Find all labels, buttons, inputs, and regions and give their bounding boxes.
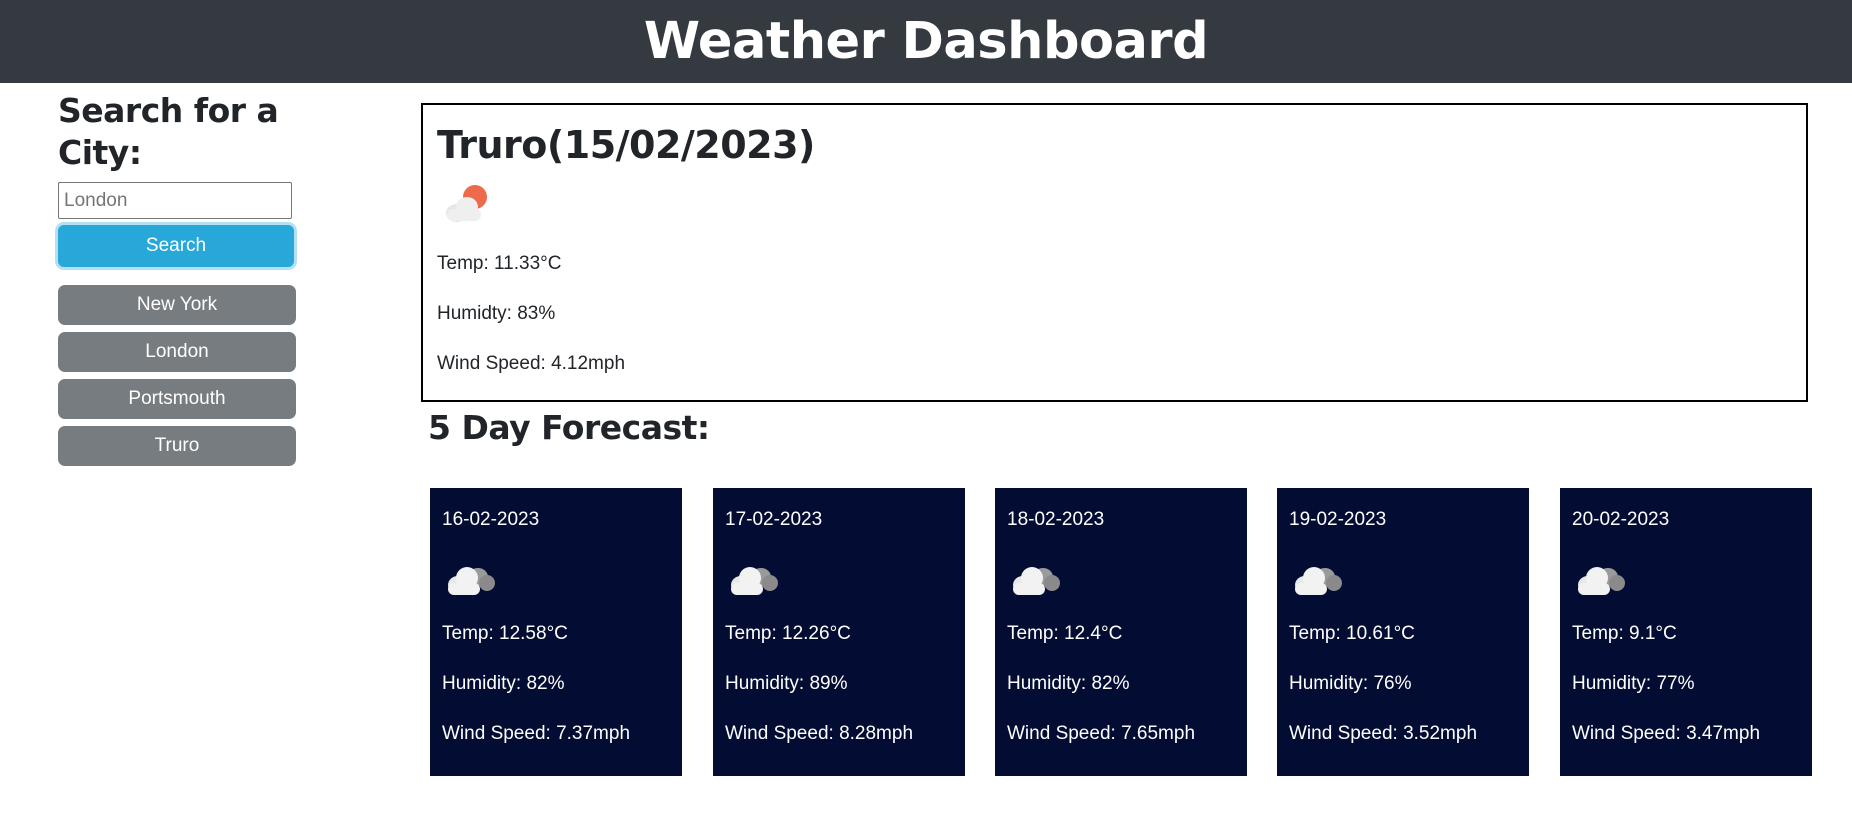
forecast-card: 19-02-2023 Temp: 10.61°C Humidity: 76% W… — [1277, 488, 1529, 776]
forecast-date: 18-02-2023 — [1007, 509, 1105, 530]
page-title: Weather Dashboard — [643, 12, 1209, 71]
current-temp: Temp: 11.33°C — [437, 253, 562, 274]
history-button-new-york[interactable]: New York — [58, 285, 296, 325]
current-wind-speed: Wind Speed: 4.12mph — [437, 353, 626, 374]
forecast-temp: Temp: 12.58°C — [442, 623, 568, 644]
cloud-icon — [1289, 559, 1517, 609]
cloud-sun-icon — [437, 179, 1792, 239]
forecast-temp: Temp: 12.26°C — [725, 623, 851, 644]
forecast-cards: 16-02-2023 Temp: 12.58°C Humidity: 82% W… — [430, 488, 1812, 776]
forecast-heading: 5 Day Forecast: — [428, 408, 710, 447]
history-button-truro[interactable]: Truro — [58, 426, 296, 466]
forecast-wind-speed: Wind Speed: 7.37mph — [442, 723, 631, 744]
history-button-portsmouth[interactable]: Portsmouth — [58, 379, 296, 419]
forecast-wind-speed: Wind Speed: 3.52mph — [1289, 723, 1478, 744]
page-header: Weather Dashboard — [0, 0, 1852, 83]
forecast-humidity: Humidity: 77% — [1572, 673, 1695, 694]
forecast-wind-speed: Wind Speed: 3.47mph — [1572, 723, 1761, 744]
forecast-date: 20-02-2023 — [1572, 509, 1670, 530]
search-history: New York London Portsmouth Truro — [58, 285, 358, 466]
forecast-date: 19-02-2023 — [1289, 509, 1387, 530]
cloud-icon — [725, 559, 953, 609]
current-weather-panel: Truro(15/02/2023) Temp: 11.33°C Humidty:… — [421, 103, 1808, 402]
forecast-card: 16-02-2023 Temp: 12.58°C Humidity: 82% W… — [430, 488, 682, 776]
forecast-humidity: Humidity: 76% — [1289, 673, 1412, 694]
search-heading: Search for a City: — [58, 91, 279, 172]
forecast-temp: Temp: 12.4°C — [1007, 623, 1123, 644]
forecast-date: 16-02-2023 — [442, 509, 540, 530]
cloud-icon — [1007, 559, 1235, 609]
forecast-wind-speed: Wind Speed: 7.65mph — [1007, 723, 1196, 744]
cloud-icon — [442, 559, 670, 609]
forecast-humidity: Humidity: 82% — [442, 673, 565, 694]
cloud-icon — [1572, 559, 1800, 609]
forecast-date: 17-02-2023 — [725, 509, 823, 530]
current-humidity: Humidty: 83% — [437, 303, 556, 324]
forecast-temp: Temp: 9.1°C — [1572, 623, 1677, 644]
search-sidebar: Search for a City: Search New York Londo… — [58, 90, 358, 473]
forecast-humidity: Humidity: 82% — [1007, 673, 1130, 694]
forecast-wind-speed: Wind Speed: 8.28mph — [725, 723, 914, 744]
search-button[interactable]: Search — [58, 225, 294, 267]
history-button-london[interactable]: London — [58, 332, 296, 372]
forecast-card: 18-02-2023 Temp: 12.4°C Humidity: 82% Wi… — [995, 488, 1247, 776]
city-search-input[interactable] — [58, 182, 292, 219]
forecast-humidity: Humidity: 89% — [725, 673, 848, 694]
current-city-title: Truro(15/02/2023) — [437, 123, 815, 167]
forecast-card: 20-02-2023 Temp: 9.1°C Humidity: 77% Win… — [1560, 488, 1812, 776]
forecast-card: 17-02-2023 Temp: 12.26°C Humidity: 89% W… — [713, 488, 965, 776]
forecast-temp: Temp: 10.61°C — [1289, 623, 1415, 644]
